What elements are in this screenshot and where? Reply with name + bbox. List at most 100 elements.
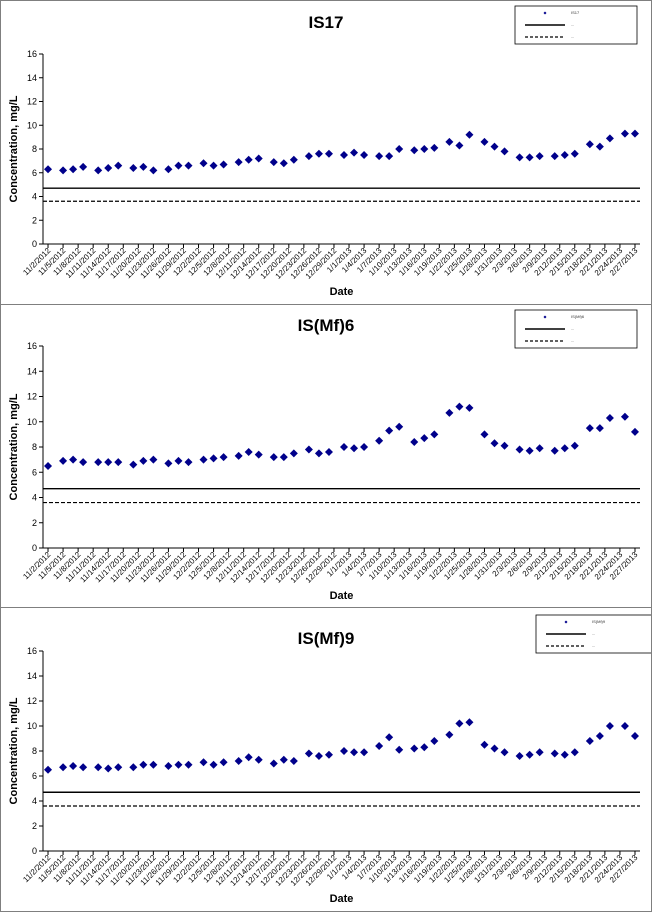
data-point — [500, 441, 509, 450]
legend-entry-text: ... — [571, 326, 574, 331]
data-point — [304, 445, 313, 454]
data-point — [430, 430, 439, 439]
data-point — [44, 165, 53, 174]
data-point — [279, 453, 288, 462]
legend-entry-text: ... — [571, 22, 574, 27]
data-point — [129, 763, 138, 772]
data-point — [605, 722, 614, 730]
data-point — [465, 130, 474, 139]
y-tick-label: 12 — [27, 97, 37, 107]
data-point — [455, 402, 464, 411]
data-point — [595, 424, 604, 433]
y-tick-label: 14 — [27, 366, 37, 376]
data-point — [94, 763, 103, 772]
data-point — [340, 747, 349, 755]
data-point — [480, 430, 489, 439]
data-point — [445, 137, 454, 146]
x-axis-label: Date — [330, 590, 354, 602]
data-point — [455, 719, 464, 728]
data-point — [630, 427, 639, 436]
data-point — [104, 458, 113, 467]
data-point — [174, 760, 183, 769]
y-tick-label: 2 — [32, 518, 37, 528]
data-point — [385, 426, 394, 435]
data-point — [174, 456, 183, 465]
data-point — [360, 443, 369, 451]
data-point — [525, 153, 534, 162]
data-point — [244, 448, 253, 457]
data-point — [209, 161, 218, 170]
data-point — [324, 149, 333, 158]
data-point — [129, 460, 138, 469]
y-tick-label: 8 — [32, 746, 37, 756]
y-tick-label: 2 — [32, 215, 37, 225]
data-point — [139, 162, 148, 171]
y-tick-label: 8 — [32, 144, 37, 154]
data-point — [605, 413, 614, 422]
data-point — [560, 150, 569, 159]
data-point — [535, 152, 544, 161]
data-point — [585, 737, 594, 745]
data-point — [560, 750, 569, 759]
data-point — [465, 403, 474, 412]
legend-entry-text: ... — [571, 34, 574, 39]
data-point — [525, 446, 534, 455]
data-point — [254, 450, 263, 459]
data-point — [314, 752, 323, 760]
data-point — [360, 150, 369, 159]
data-point — [324, 448, 333, 457]
data-point — [420, 434, 429, 443]
data-point — [44, 461, 53, 470]
data-point — [209, 760, 218, 769]
data-point — [269, 759, 278, 768]
data-point — [209, 454, 218, 463]
y-axis-label: Concentration, mg/L — [8, 697, 20, 804]
data-point — [59, 763, 68, 772]
data-point — [560, 444, 569, 453]
legend-entry-text: ... — [592, 643, 595, 648]
data-point — [219, 453, 228, 462]
data-point — [129, 164, 138, 172]
data-point — [445, 408, 454, 417]
data-point — [44, 765, 53, 774]
data-point — [314, 449, 323, 458]
y-tick-label: 10 — [27, 721, 37, 731]
y-tick-label: 6 — [32, 168, 37, 178]
data-point — [420, 743, 429, 752]
chart-title: IS17 — [309, 13, 344, 32]
data-point — [535, 748, 544, 757]
data-point — [570, 748, 579, 757]
data-point — [445, 730, 454, 739]
data-point — [350, 444, 359, 453]
data-point — [94, 458, 103, 467]
data-point — [550, 446, 559, 455]
data-point — [410, 146, 419, 155]
y-tick-label: 8 — [32, 442, 37, 452]
data-point — [149, 455, 158, 464]
legend-entry-text: IS17 — [571, 10, 580, 15]
data-point — [219, 758, 228, 767]
data-point — [104, 164, 113, 172]
y-tick-label: 6 — [32, 771, 37, 781]
data-point — [395, 145, 404, 153]
data-point — [420, 145, 429, 153]
data-point — [570, 149, 579, 158]
data-point — [630, 732, 639, 740]
data-point — [184, 760, 193, 769]
chart-title: IS(Mf)9 — [298, 629, 355, 648]
y-tick-label: 10 — [27, 120, 37, 130]
legend: IS(Mf)9...... — [535, 614, 652, 654]
data-point — [164, 165, 173, 174]
data-point — [79, 162, 88, 171]
data-point — [585, 140, 594, 149]
data-point — [490, 142, 499, 151]
y-tick-label: 6 — [32, 467, 37, 477]
y-tick-label: 0 — [32, 239, 37, 249]
legend-entry-text: ... — [592, 631, 595, 636]
chart-svg-is17: IS17IS17......0246810121416Concentration… — [8, 5, 640, 298]
legend-marker — [543, 11, 547, 15]
data-point — [59, 456, 68, 465]
data-point — [465, 718, 474, 727]
data-point — [490, 439, 499, 448]
y-axis-label: Concentration, mg/L — [8, 393, 20, 500]
